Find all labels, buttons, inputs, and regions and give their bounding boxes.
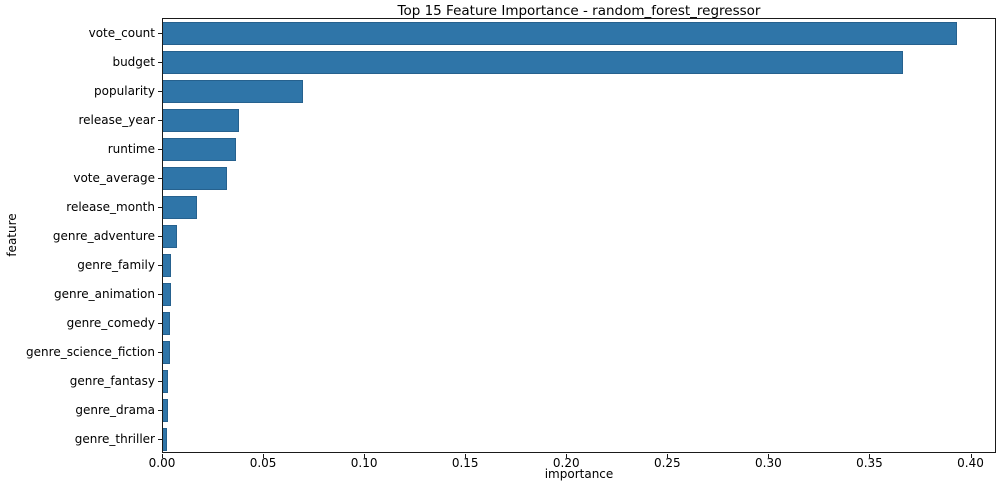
x-tick-mark [566,454,568,458]
y-tick-mark [158,322,162,324]
x-tick-mark [970,454,972,458]
y-tick-mark [158,264,162,266]
bar-vote_count [163,22,958,45]
y-tick-label-genre_fantasy: genre_fantasy [69,373,155,388]
y-tick-mark [158,177,162,179]
y-tick-mark [158,351,162,353]
y-tick-mark [158,148,162,150]
bar-genre_fantasy [163,370,169,393]
bar-genre_science_fiction [163,341,171,364]
x-tick-label-0.05: 0.05 [249,456,277,470]
bar-runtime [163,138,236,161]
y-tick-mark [158,206,162,208]
x-axis-title: importance [544,467,614,481]
x-tick-mark [162,454,163,458]
bar-genre_animation [163,283,172,306]
bar-release_year [163,109,239,132]
bar-genre_drama [163,399,169,422]
x-tick-label-0.10: 0.10 [350,456,378,470]
x-tick-mark [465,454,467,458]
y-tick-label-genre_drama: genre_drama [75,402,155,417]
x-tick-label-0.40: 0.40 [957,456,984,470]
y-tick-label-budget: budget [112,54,155,69]
x-tick-label-0.25: 0.25 [653,456,681,470]
x-tick-mark [364,454,366,458]
y-tick-label-genre_adventure: genre_adventure [52,228,155,243]
y-tick-label-genre_comedy: genre_comedy [66,315,155,330]
y-tick-label-genre_animation: genre_animation [54,286,155,301]
y-tick-label-genre_family: genre_family [77,257,155,272]
x-tick-mark [768,454,770,458]
x-tick-mark [667,454,669,458]
chart-title: Top 15 Feature Importance - random_fores… [397,3,761,19]
x-tick-label-0.35: 0.35 [856,456,883,470]
y-tick-mark [158,235,162,237]
x-tick-mark [869,454,871,458]
y-tick-label-runtime: runtime [107,141,155,156]
y-tick-label-release_month: release_month [66,199,155,214]
bar-genre_adventure [163,225,177,248]
y-tick-label-vote_average: vote_average [73,170,155,185]
y-tick-mark [158,90,162,92]
bar-popularity [163,80,304,103]
x-tick-mark [263,454,265,458]
bar-genre_thriller [163,428,168,451]
x-tick-label-0.15: 0.15 [451,456,479,470]
y-tick-mark [158,293,162,295]
x-tick-label-0.30: 0.30 [755,456,782,470]
bar-budget [163,51,903,74]
plot-area [162,18,996,453]
y-tick-label-release_year: release_year [78,112,155,127]
y-tick-mark [158,32,162,34]
y-tick-mark [158,409,162,411]
y-tick-mark [158,438,162,440]
y-tick-mark [158,61,162,63]
y-tick-mark [158,380,162,382]
bar-release_month [163,196,198,219]
y-tick-mark [158,119,162,121]
bar-genre_family [163,254,172,277]
x-tick-label-0.20: 0.20 [552,456,580,470]
y-tick-label-popularity: popularity [94,83,155,98]
bar-vote_average [163,167,227,190]
x-tick-label-0.00: 0.00 [148,456,176,470]
bar-genre_comedy [163,312,171,335]
y-tick-label-genre_science_fiction: genre_science_fiction [26,344,155,359]
y-tick-label-vote_count: vote_count [88,25,155,40]
y-tick-label-genre_thriller: genre_thriller [74,431,155,446]
